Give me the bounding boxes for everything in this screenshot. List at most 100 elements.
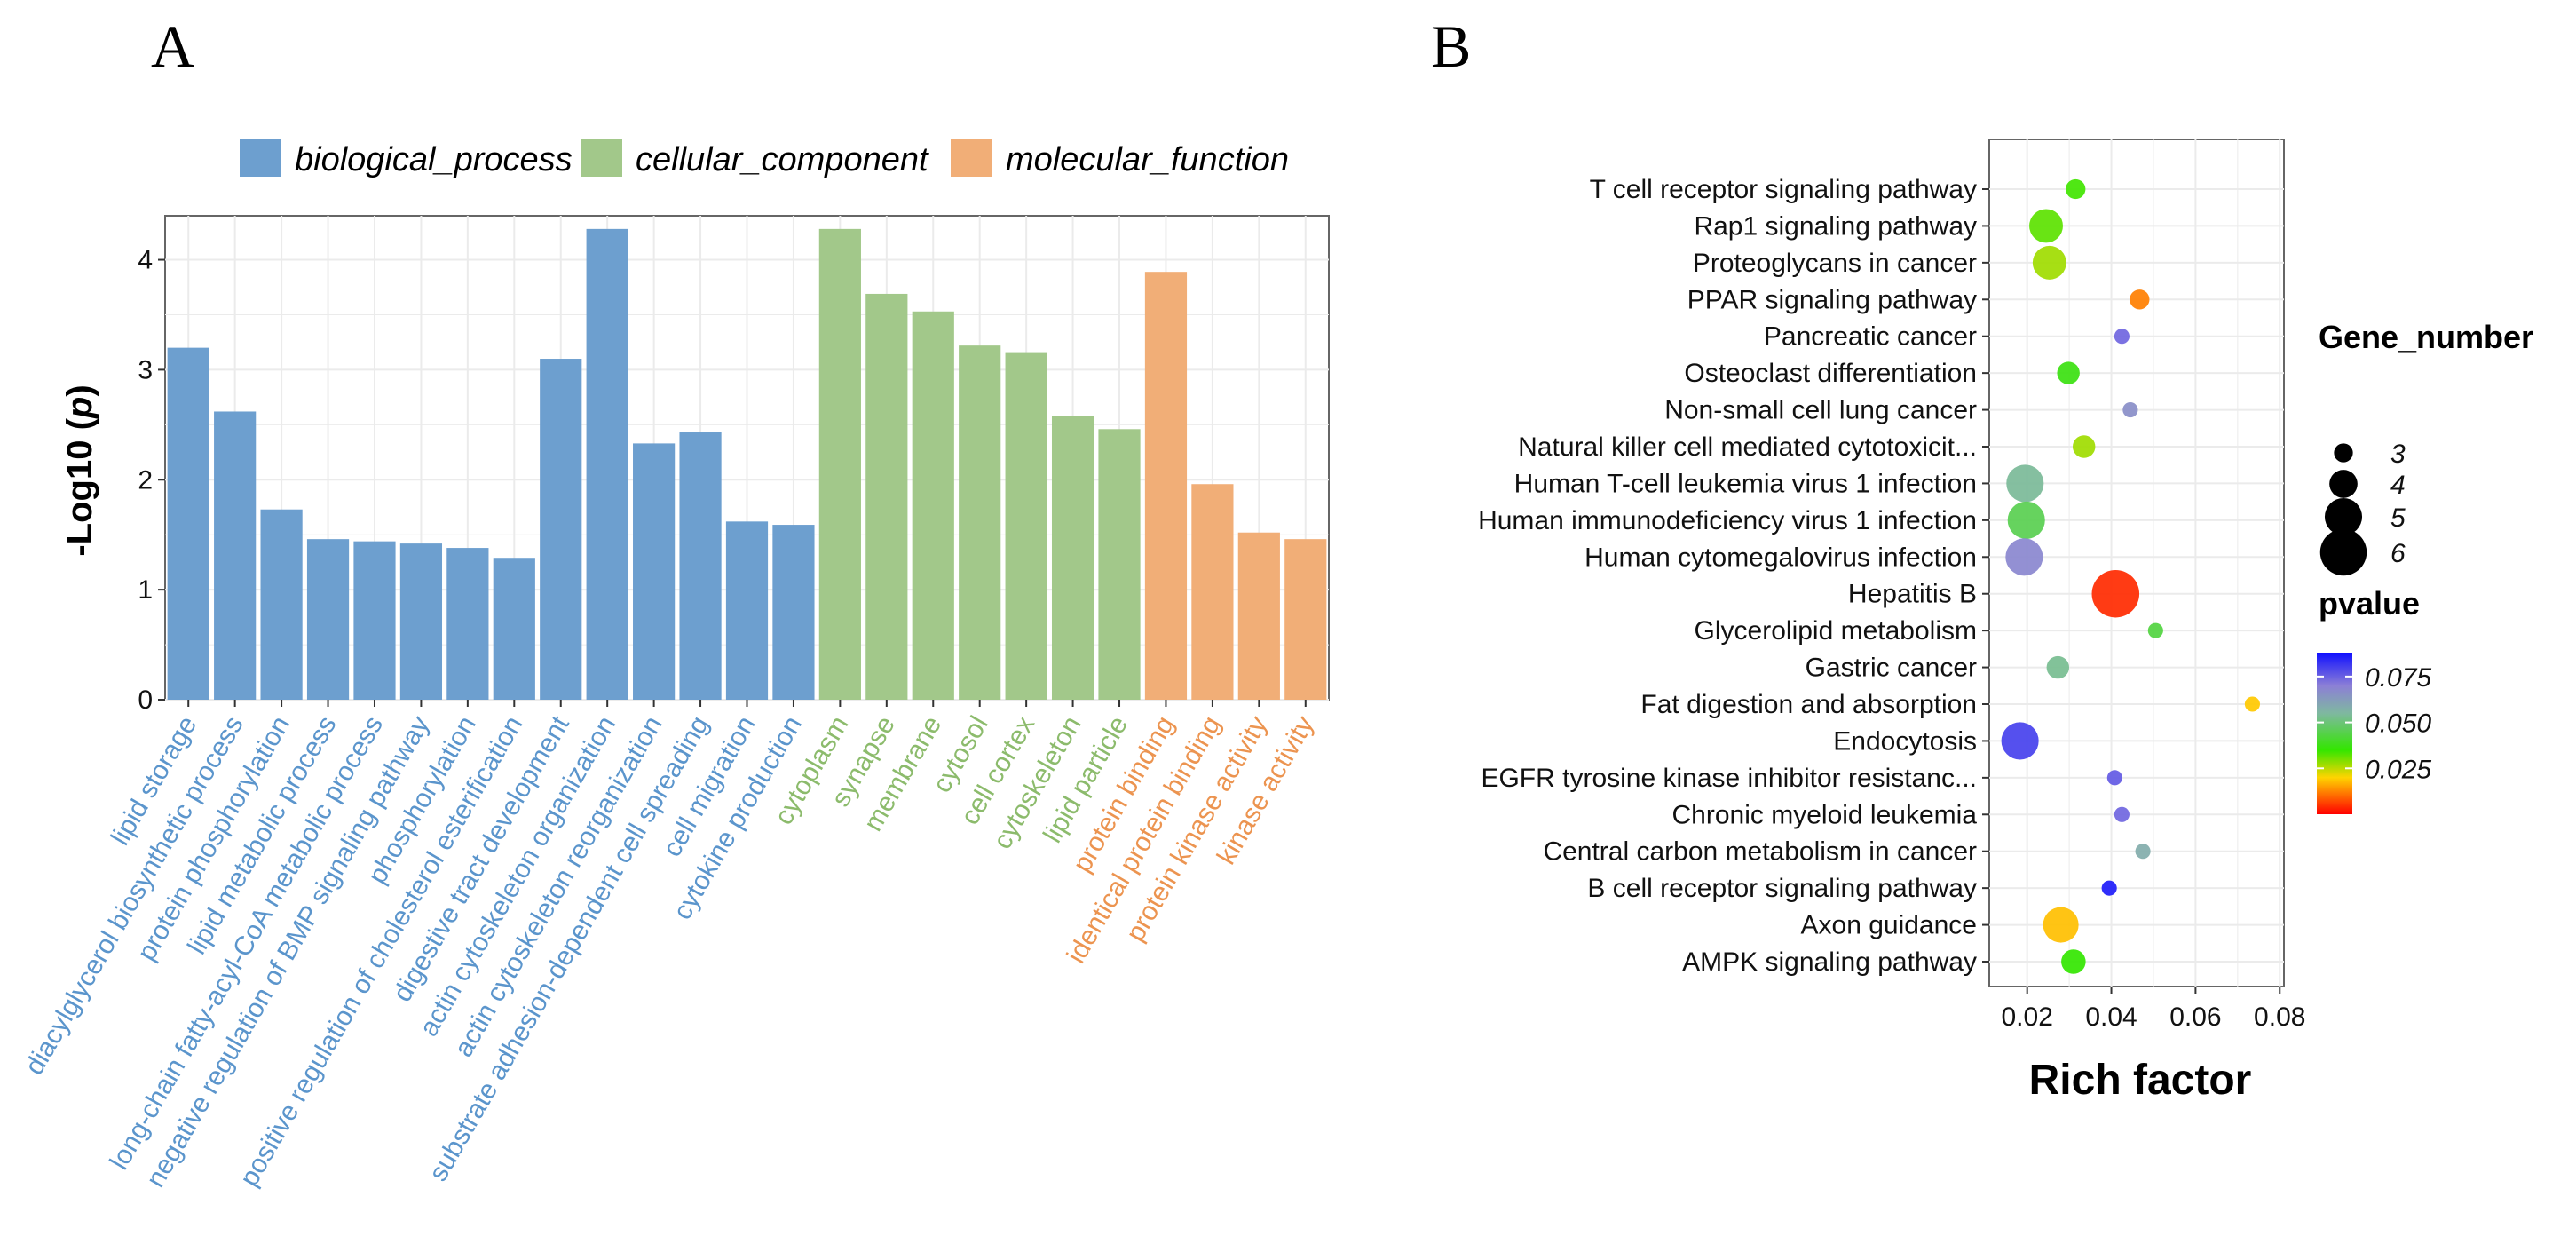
dot-x-tick-label: 0.06 xyxy=(2169,1002,2221,1032)
legend-label-cellular_component: cellular_component xyxy=(636,141,929,178)
bar xyxy=(167,347,209,700)
svg-text:-Log10 (p): -Log10 (p) xyxy=(60,384,99,556)
bar xyxy=(633,443,676,700)
dot-term-label: Gastric cancer xyxy=(1806,654,1977,683)
dot-point xyxy=(2091,569,2140,618)
dot-point xyxy=(2001,722,2039,760)
bar xyxy=(959,345,1001,700)
dot-point xyxy=(2244,696,2260,712)
bar-y-ticks: 0 1 2 3 4 xyxy=(138,246,165,715)
dot-term-label: Chronic myeloid leukemia xyxy=(1672,800,1978,829)
dot-term-label: Non-small cell lung cancer xyxy=(1664,396,1977,425)
dot-term-label: Proteoglycans in cancer xyxy=(1693,249,1977,278)
legend-label-molecular_function: molecular_function xyxy=(1006,141,1289,178)
bar-legend: biological_process cellular_component mole… xyxy=(240,139,1289,178)
dot-plot-area: T cell receptor signaling pathway Rap1 si… xyxy=(1478,139,2305,1032)
dot-point xyxy=(2006,464,2044,503)
y-axis-title-var: p xyxy=(60,397,99,419)
dot-term-label: B cell receptor signaling pathway xyxy=(1587,874,1977,903)
dot-gridlines xyxy=(1989,139,2284,987)
size-legend-dot xyxy=(2329,470,2358,498)
pvalue-legend-title: pvalue xyxy=(2319,585,2420,622)
bar xyxy=(1284,539,1327,700)
dot-point xyxy=(2130,289,2150,310)
size-legend-dot xyxy=(2319,528,2367,576)
dot-term-label: Endocytosis xyxy=(1833,726,1977,756)
bar xyxy=(725,521,769,700)
y-axis-title-suffix: ) xyxy=(60,384,99,396)
gene-number-legend-title: Gene_number xyxy=(2319,319,2533,355)
panel-label-b: B xyxy=(1431,12,1471,80)
size-legend-dot xyxy=(2334,443,2353,463)
bar xyxy=(540,359,582,700)
bar xyxy=(1191,484,1234,700)
bar-y-tick-label: 2 xyxy=(138,465,153,495)
dot-marks xyxy=(2001,178,2260,974)
dot-x-tick-label: 0.02 xyxy=(2001,1002,2052,1032)
bar-marks xyxy=(167,228,1327,700)
size-legend-dot xyxy=(2324,497,2363,536)
dot-term-label: Human T-cell leukemia virus 1 infection xyxy=(1514,469,1977,498)
bar xyxy=(306,539,350,700)
dot-term-label: Axon guidance xyxy=(1801,911,1978,940)
dot-term-label: Hepatitis B xyxy=(1848,580,1977,609)
pvalue-legend: pvalue 0.075 0.050 0.025 xyxy=(2317,585,2431,814)
dot-point xyxy=(2122,402,2138,418)
dot-term-label: Central carbon metabolism in cancer xyxy=(1543,837,1977,867)
bar xyxy=(772,525,815,700)
bar xyxy=(865,293,908,700)
pvalue-colorbar xyxy=(2317,653,2352,814)
pvalue-tick-label: 0.025 xyxy=(2365,755,2431,784)
dot-term-label: Pancreatic cancer xyxy=(1764,322,1977,352)
size-legend-label: 5 xyxy=(2390,503,2406,533)
bar xyxy=(818,228,861,700)
dot-x-ticks: 0.02 0.04 0.06 0.08 xyxy=(2001,987,2305,1032)
dot-point xyxy=(2147,622,2163,638)
bar-y-tick-label: 3 xyxy=(138,355,153,384)
y-axis-title-prefix: -Log10 ( xyxy=(60,417,99,556)
bar xyxy=(1098,429,1141,700)
bar xyxy=(679,432,722,700)
legend-swatch-biological_process xyxy=(240,139,281,177)
size-legend-label: 3 xyxy=(2390,440,2406,469)
dot-point xyxy=(2106,770,2122,786)
dot-point xyxy=(2066,178,2086,200)
dot-term-label: Human immunodeficiency virus 1 infection xyxy=(1478,506,1977,535)
dot-point xyxy=(2007,501,2045,539)
dot-x-axis-title: Rich factor xyxy=(2029,1057,2252,1104)
dot-point xyxy=(2135,844,2151,860)
bar xyxy=(1051,416,1094,700)
dot-point xyxy=(2043,907,2079,943)
dot-point xyxy=(2072,435,2096,458)
bar xyxy=(586,228,628,700)
bar xyxy=(1237,532,1280,700)
dot-point xyxy=(2061,949,2086,974)
bar xyxy=(493,558,535,700)
dot-point xyxy=(2032,245,2066,280)
bar xyxy=(1144,272,1188,700)
bar-y-tick-label: 4 xyxy=(138,246,153,275)
dot-point xyxy=(2046,655,2070,679)
legend-swatch-cellular_component xyxy=(581,139,622,177)
dot-term-label: T cell receptor signaling pathway xyxy=(1590,175,1977,204)
size-legend-label: 6 xyxy=(2390,539,2406,568)
bar xyxy=(214,411,257,700)
bar xyxy=(1005,352,1047,700)
size-legend-label: 4 xyxy=(2390,471,2406,500)
legend-swatch-molecular_function xyxy=(951,139,992,177)
dot-point xyxy=(2057,361,2080,384)
dot-term-labels: T cell receptor signaling pathway Rap1 si… xyxy=(1478,175,1989,977)
bar xyxy=(912,311,954,700)
dot-x-tick-label: 0.08 xyxy=(2254,1002,2305,1032)
bar-y-tick-label: 1 xyxy=(138,575,153,605)
dot-term-label: Natural killer cell mediated cytotoxicit… xyxy=(1518,432,1977,462)
bar-y-tick-label: 0 xyxy=(138,685,153,715)
dot-term-label: Osteoclast differentiation xyxy=(1684,359,1977,388)
pvalue-tick-label: 0.075 xyxy=(2365,663,2431,693)
dot-point xyxy=(2114,806,2130,822)
dot-point xyxy=(2101,880,2117,896)
dot-term-label: AMPK signaling pathway xyxy=(1682,947,1977,977)
